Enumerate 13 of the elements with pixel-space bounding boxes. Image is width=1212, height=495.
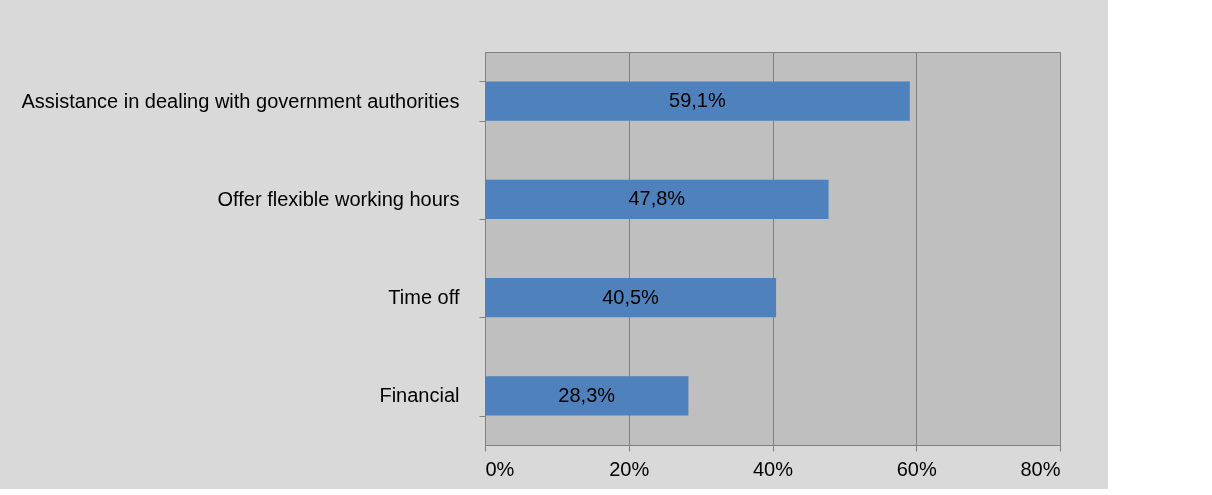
x-tick-label: 0% [485, 457, 515, 480]
x-tick-label: 60% [896, 457, 937, 480]
y-tick-label: Assistance in dealing with government authorities [21, 89, 460, 112]
y-tick-label: Financial [379, 384, 460, 407]
data-label: 40,5% [602, 285, 660, 308]
x-tick-label: 40% [752, 457, 794, 480]
data-label: 59,1% [669, 89, 726, 112]
data-label: 28,3% [558, 383, 616, 406]
y-tick-label: Offer flexible working hours [217, 187, 460, 210]
x-tick-label: 20% [609, 457, 650, 480]
data-label: 47,8% [628, 187, 686, 210]
x-tick-label: 80% [1020, 457, 1061, 480]
y-tick-label: Time off [388, 286, 460, 309]
